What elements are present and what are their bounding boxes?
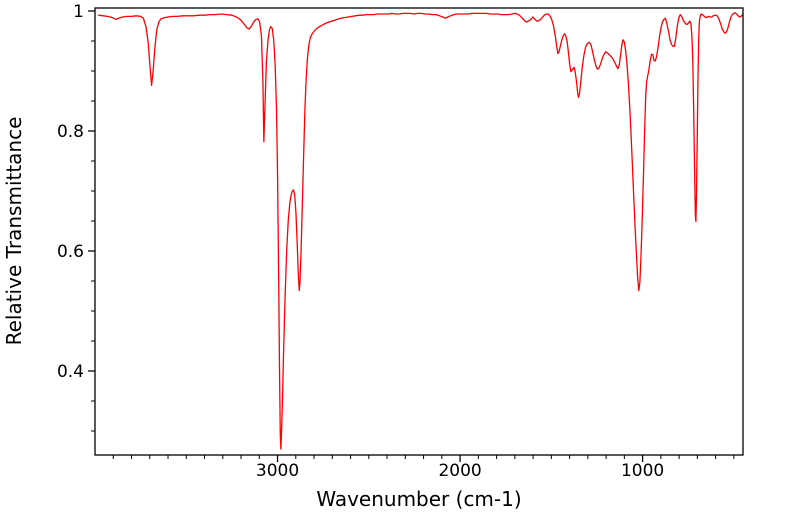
x-axis-title: Wavenumber (cm-1) [316, 487, 521, 511]
y-tick-label: 0.4 [57, 362, 84, 382]
y-tick-label: 0.8 [57, 122, 84, 142]
y-tick-label: 1 [73, 2, 84, 22]
x-axis-ticks [112, 455, 735, 462]
x-axis-tick-labels: 3000 2000 1000 [256, 461, 664, 481]
x-tick-label: 2000 [438, 461, 481, 481]
x-tick-label: 3000 [256, 461, 299, 481]
x-tick-label: 1000 [621, 461, 664, 481]
plot-border [94, 7, 744, 456]
y-axis-tick-labels: 1 0.8 0.6 0.4 [57, 2, 84, 382]
spectrum-line [98, 12, 744, 450]
y-axis-title: Relative Transmittance [2, 117, 26, 346]
y-tick-label: 0.6 [57, 242, 84, 262]
y-axis-ticks [88, 10, 95, 432]
